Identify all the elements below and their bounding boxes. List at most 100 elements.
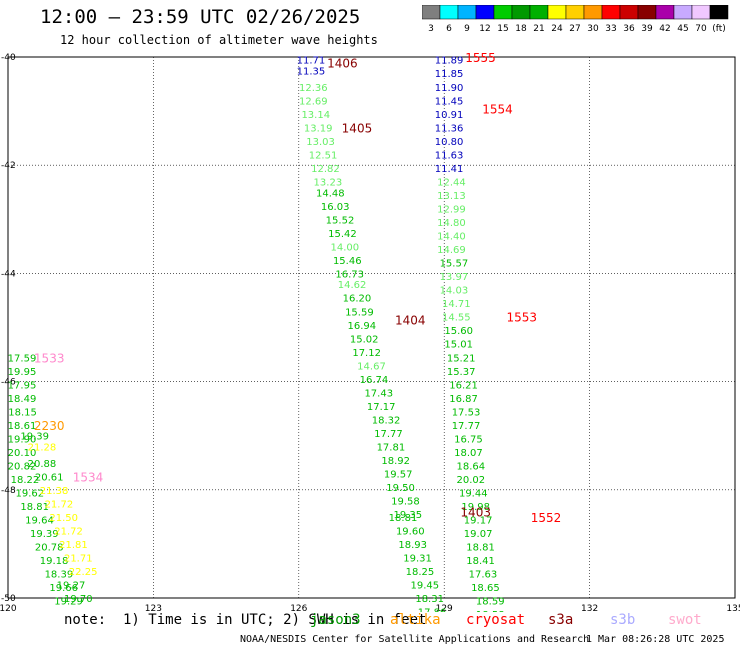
data-label: 19.64 — [25, 516, 54, 527]
y-tick-label: -46 — [1, 378, 16, 388]
data-label: 18.81 — [389, 513, 418, 524]
colorbar-label: 12 — [479, 24, 490, 34]
data-label: 12.82 — [311, 164, 340, 175]
data-label: 15.60 — [444, 326, 473, 337]
data-label: 18.07 — [454, 448, 483, 459]
data-label: 14.80 — [437, 218, 466, 229]
data-label: 19.29 — [54, 597, 83, 608]
colorbar-label: (ft) — [712, 24, 726, 34]
x-tick-label: 129 — [436, 604, 453, 612]
colorbar-label: 42 — [659, 24, 670, 34]
data-label: 16.03 — [321, 202, 350, 213]
data-label: 12.51 — [309, 150, 338, 161]
data-label: 14.03 — [440, 286, 469, 297]
series-jason3: 17.5919.9517.9518.4918.1518.6119.9019.39… — [8, 353, 93, 607]
pass-label: 1403 — [460, 505, 491, 519]
data-label: 15.46 — [333, 256, 362, 267]
data-label: 21.50 — [49, 513, 78, 524]
data-label: 14.00 — [331, 242, 360, 253]
data-label: 11.89 — [435, 56, 464, 67]
data-label: 20.78 — [35, 543, 64, 554]
data-label: 18.41 — [466, 556, 495, 567]
data-label: 19.07 — [464, 529, 493, 540]
data-label: 17.81 — [377, 443, 406, 454]
data-label: 11.71 — [297, 56, 326, 67]
colorbar-label: 21 — [533, 24, 544, 34]
data-label: 20.10 — [8, 448, 37, 459]
data-label: 18.49 — [8, 394, 37, 405]
data-label: 18.61 — [8, 421, 37, 432]
data-label: 18.58 — [476, 610, 505, 612]
data-label: 17.95 — [8, 380, 37, 391]
data-label: 17.86 — [418, 608, 447, 612]
legend-s3a: s3a — [548, 612, 574, 628]
data-label: 11.35 — [297, 67, 326, 78]
data-label: 19.70 — [64, 594, 93, 605]
data-label: 19.39 — [20, 432, 49, 443]
data-label: 13.14 — [301, 110, 330, 121]
data-label: 19.95 — [8, 367, 37, 378]
data-label: 18.65 — [471, 583, 500, 594]
data-label: 11.45 — [435, 96, 464, 107]
data-label: 18.22 — [11, 475, 40, 486]
data-label: 12.99 — [437, 204, 466, 215]
plot-frame — [7, 56, 736, 599]
y-tick-label: -40 — [1, 53, 16, 63]
data-label: 19.45 — [410, 580, 439, 591]
data-label: 14.69 — [437, 245, 466, 256]
data-label: 21.72 — [54, 526, 83, 537]
y-tick-label: -42 — [1, 161, 16, 171]
data-label: 21.72 — [45, 499, 74, 510]
data-label: 19.90 — [8, 434, 37, 445]
data-label: 18.92 — [381, 456, 410, 467]
x-tick-label: 126 — [290, 604, 307, 612]
data-label: 14.55 — [442, 313, 471, 324]
pass-label: 1533 — [34, 351, 65, 365]
colorbar-label: 39 — [641, 24, 653, 34]
data-label: 17.77 — [452, 421, 481, 432]
colorbar-label: 24 — [551, 24, 563, 34]
data-label: 16.20 — [343, 294, 372, 305]
data-label: 13.03 — [306, 137, 335, 148]
colorbar-label: 9 — [464, 24, 470, 34]
data-label: 15.59 — [345, 307, 374, 318]
data-label: 16.75 — [454, 434, 483, 445]
colorbar-label: 18 — [515, 24, 527, 34]
data-label: 16.73 — [335, 269, 364, 280]
data-label: 17.17 — [367, 402, 396, 413]
data-label: 13.97 — [440, 272, 469, 283]
x-tick-label: 135 — [726, 604, 740, 612]
data-label: 18.39 — [45, 570, 74, 581]
data-label: 20.61 — [35, 472, 64, 483]
data-label: 16.21 — [449, 380, 478, 391]
data-label: 19.60 — [396, 526, 425, 537]
data-label: 14.40 — [437, 232, 466, 243]
data-label: 18.25 — [406, 567, 435, 578]
chart-plot: 120 123 126 129 132 135 -40 -42 -44 -46 -48 -50 11.7… — [0, 51, 740, 612]
pass-label: 2230 — [34, 419, 65, 433]
data-label: 19.27 — [57, 580, 86, 591]
colorbar-label: 70 — [695, 24, 707, 34]
data-label: 19.31 — [403, 553, 432, 564]
data-label: 19.66 — [49, 583, 78, 594]
data-label: 17.43 — [364, 388, 393, 399]
data-label: 15.37 — [447, 367, 476, 378]
data-label: 16.87 — [449, 394, 478, 405]
y-tick-label: -44 — [1, 269, 16, 279]
colorbar-label: 3 — [428, 24, 434, 34]
data-label: 21.71 — [64, 553, 93, 564]
data-label: 15.57 — [440, 259, 469, 270]
pass-label: 1552 — [531, 511, 562, 525]
data-label: 11.90 — [435, 83, 464, 94]
data-label: 19.17 — [464, 516, 493, 527]
pass-label: 1555 — [465, 51, 496, 65]
data-label: 15.42 — [328, 229, 357, 240]
pass-label: 1404 — [395, 313, 426, 327]
data-label: 13.13 — [437, 191, 466, 202]
data-label: 21.81 — [59, 540, 88, 551]
data-label: 10.80 — [435, 137, 464, 148]
pass-label: 1406 — [327, 56, 358, 70]
y-tick-label: -48 — [1, 486, 16, 496]
pass-label: 1405 — [342, 121, 373, 135]
